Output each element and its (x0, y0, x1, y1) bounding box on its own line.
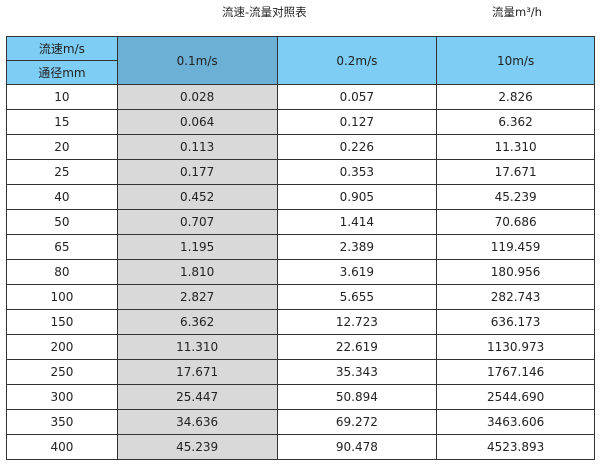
flow-cell: 2.827 (116, 284, 278, 310)
flow-cell: 6.362 (436, 109, 595, 135)
flow-cell: 2.389 (276, 234, 438, 260)
flow-cell: 11.310 (116, 334, 278, 360)
flow-cell: 0.707 (116, 209, 278, 235)
flow-cell: 2.826 (436, 84, 595, 110)
table-row: 150 6.362 12.723 636.173 (6, 309, 595, 335)
flow-cell: 69.272 (276, 409, 438, 435)
flow-cell: 6.362 (116, 309, 278, 335)
table-row: 65 1.195 2.389 119.459 (6, 234, 595, 260)
table-row: 300 25.447 50.894 2544.690 (6, 384, 595, 410)
flow-cell: 0.177 (116, 159, 278, 185)
flow-cell: 0.028 (116, 84, 278, 110)
flow-cell: 282.743 (436, 284, 595, 310)
flow-cell: 0.226 (276, 134, 438, 160)
flow-cell: 11.310 (436, 134, 595, 160)
table-row: 100 2.827 5.655 282.743 (6, 284, 595, 310)
diameter-cell: 10 (6, 84, 118, 110)
diameter-cell: 100 (6, 284, 118, 310)
header-speed-2: 10m/s (436, 36, 595, 85)
flow-cell: 34.636 (116, 409, 278, 435)
flow-table: 流速m/s 0.1m/s 0.2m/s 10m/s 通径mm 10 0.028 0.… (6, 36, 595, 460)
diameter-cell: 250 (6, 359, 118, 385)
diameter-cell: 20 (6, 134, 118, 160)
flow-cell: 0.057 (276, 84, 438, 110)
flow-cell: 3463.606 (436, 409, 595, 435)
flow-cell: 45.239 (116, 434, 278, 460)
header-speed-0: 0.1m/s (116, 36, 278, 85)
flow-cell: 1.414 (276, 209, 438, 235)
diameter-cell: 50 (6, 209, 118, 235)
diameter-cell: 150 (6, 309, 118, 335)
flow-cell: 35.343 (276, 359, 438, 385)
diameter-cell: 200 (6, 334, 118, 360)
flow-cell: 1.195 (116, 234, 278, 260)
table-row: 50 0.707 1.414 70.686 (6, 209, 595, 235)
flow-cell: 17.671 (116, 359, 278, 385)
flow-cell: 45.239 (436, 184, 595, 210)
table-row: 200 11.310 22.619 1130.973 (6, 334, 595, 360)
flow-cell: 12.723 (276, 309, 438, 335)
table-row: 400 45.239 90.478 4523.893 (6, 434, 595, 460)
diameter-cell: 80 (6, 259, 118, 285)
flow-cell: 0.064 (116, 109, 278, 135)
flow-cell: 50.894 (276, 384, 438, 410)
diameter-cell: 25 (6, 159, 118, 185)
table-row: 20 0.113 0.226 11.310 (6, 134, 595, 160)
flow-cell: 25.447 (116, 384, 278, 410)
diameter-cell: 40 (6, 184, 118, 210)
diameter-cell: 400 (6, 434, 118, 460)
flow-cell: 1767.146 (436, 359, 595, 385)
diameter-cell: 65 (6, 234, 118, 260)
flow-cell: 22.619 (276, 334, 438, 360)
flow-cell: 90.478 (276, 434, 438, 460)
unit-label: 流量m³/h (492, 5, 542, 19)
header-diameter-label: 通径mm (6, 60, 118, 85)
flow-cell: 2544.690 (436, 384, 595, 410)
table-row: 40 0.452 0.905 45.239 (6, 184, 595, 210)
table-row: 10 0.028 0.057 2.826 (6, 84, 595, 110)
flow-cell: 3.619 (276, 259, 438, 285)
header-speed-label: 流速m/s (6, 36, 118, 61)
header-speed-1: 0.2m/s (276, 36, 438, 85)
diameter-cell: 15 (6, 109, 118, 135)
table-row: 350 34.636 69.272 3463.606 (6, 409, 595, 435)
flow-cell: 0.353 (276, 159, 438, 185)
flow-cell: 119.459 (436, 234, 595, 260)
flow-cell: 0.905 (276, 184, 438, 210)
table-row: 80 1.810 3.619 180.956 (6, 259, 595, 285)
flow-cell: 0.127 (276, 109, 438, 135)
table-row: 15 0.064 0.127 6.362 (6, 109, 595, 135)
flow-cell: 180.956 (436, 259, 595, 285)
table-row: 25 0.177 0.353 17.671 (6, 159, 595, 185)
flow-cell: 0.113 (116, 134, 278, 160)
flow-cell: 1130.973 (436, 334, 595, 360)
flow-cell: 0.452 (116, 184, 278, 210)
diameter-cell: 300 (6, 384, 118, 410)
flow-cell: 4523.893 (436, 434, 595, 460)
flow-cell: 17.671 (436, 159, 595, 185)
flow-cell: 1.810 (116, 259, 278, 285)
flow-cell: 5.655 (276, 284, 438, 310)
table-title: 流速-流量对照表 (222, 5, 307, 19)
diameter-cell: 350 (6, 409, 118, 435)
table-row: 250 17.671 35.343 1767.146 (6, 359, 595, 385)
flow-cell: 70.686 (436, 209, 595, 235)
flow-cell: 636.173 (436, 309, 595, 335)
